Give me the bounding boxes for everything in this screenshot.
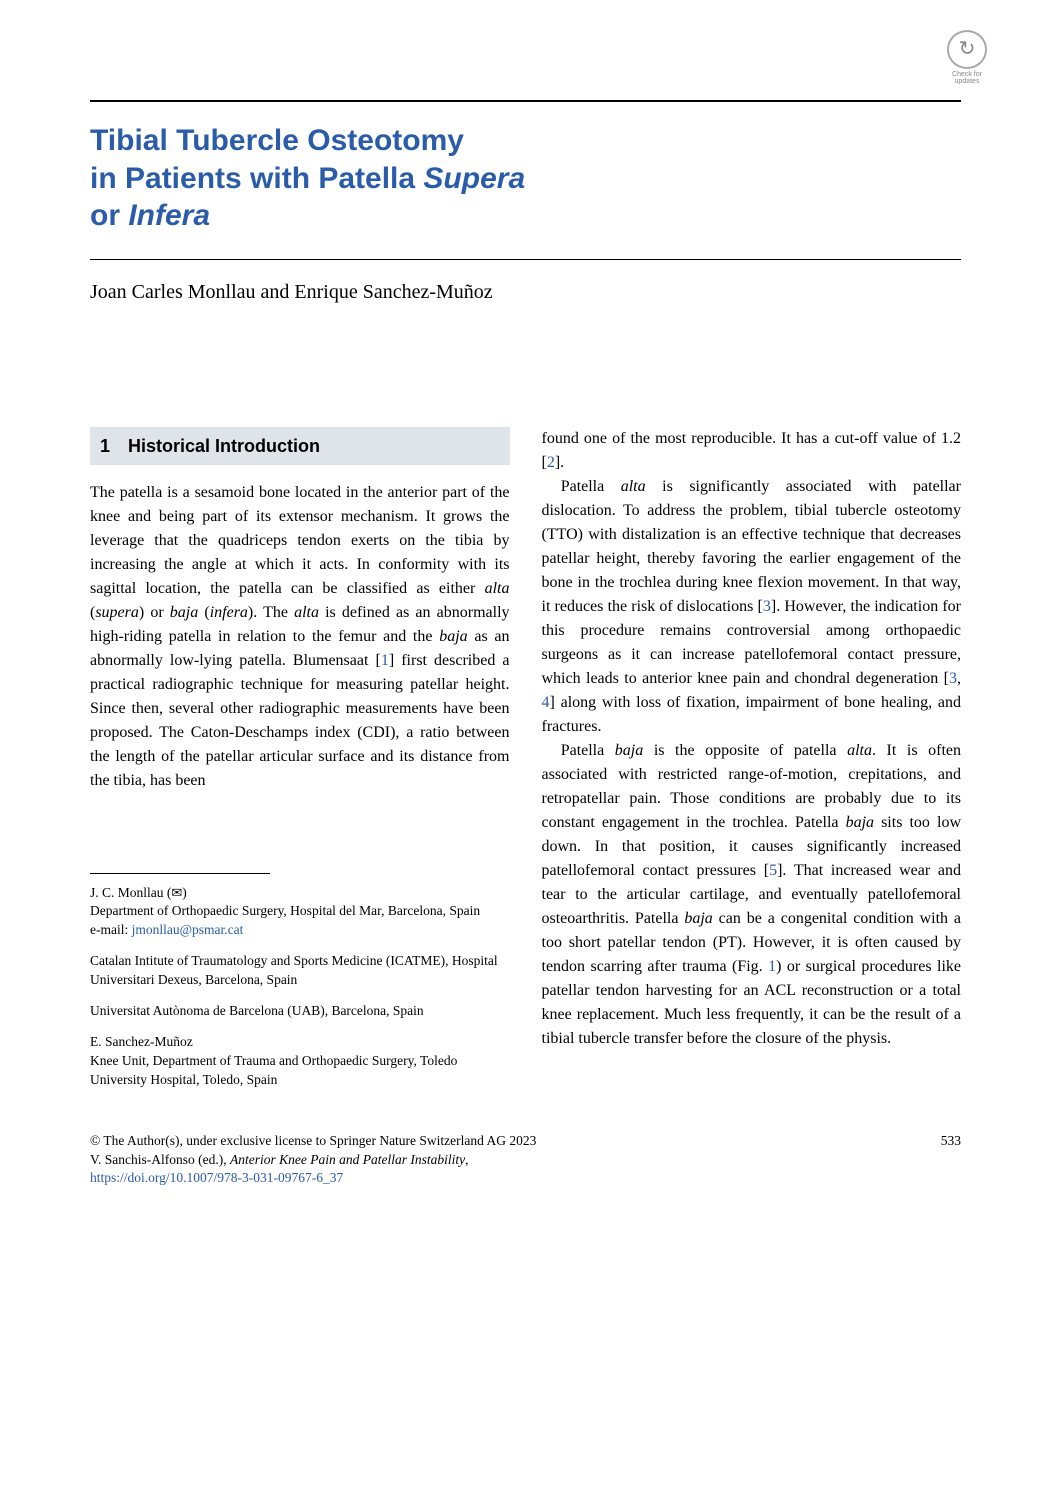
affiliation-dept: Department of Orthopaedic Surgery, Hospi… — [90, 903, 480, 918]
text: is the opposite of patella — [643, 742, 847, 759]
text-italic: baja — [439, 628, 467, 645]
title-line3-italic: Infera — [128, 199, 210, 232]
text: is significantly associated with patella… — [542, 478, 962, 615]
title-line2-italic: Supera — [423, 162, 525, 195]
affiliations: J. C. Monllau (✉) Department of Orthopae… — [90, 884, 510, 1090]
affiliation-block: Catalan Intitute of Traumatology and Spo… — [90, 952, 510, 990]
citation-link[interactable]: 3 — [763, 598, 771, 615]
text: ) — [182, 885, 187, 900]
email-link[interactable]: jmonllau@psmar.cat — [132, 922, 244, 937]
citation-link[interactable]: 4 — [542, 694, 550, 711]
title-line3-pre: or — [90, 199, 128, 232]
authors: Joan Carles Monllau and Enrique Sanchez-… — [90, 278, 961, 307]
text: Patella — [561, 478, 621, 495]
text-italic: alta — [294, 604, 319, 621]
page-footer: © The Author(s), under exclusive license… — [90, 1132, 961, 1189]
text: ] first described a practical radiograph… — [90, 652, 510, 789]
email-label: e-mail: — [90, 922, 132, 937]
footer-right: 533 — [921, 1132, 961, 1189]
text: ( — [198, 604, 209, 621]
text-italic: infera — [210, 604, 248, 621]
author-name: E. Sanchez-Muñoz — [90, 1034, 193, 1049]
text: ]. — [555, 454, 564, 471]
text: ] along with loss of fixation, impairmen… — [542, 694, 962, 735]
text-italic: baja — [684, 910, 712, 927]
author-name: J. C. Monllau ( — [90, 885, 171, 900]
title-line1: Tibial Tubercle Osteotomy — [90, 124, 464, 157]
envelope-icon: ✉ — [171, 885, 182, 900]
text: ). The — [248, 604, 294, 621]
right-column: found one of the most reproducible. It h… — [542, 427, 962, 1102]
text-italic: baja — [615, 742, 643, 759]
left-body-text: The patella is a sesamoid bone located i… — [90, 481, 510, 793]
affiliation-block: J. C. Monllau (✉) Department of Orthopae… — [90, 884, 510, 941]
section-number: 1 — [100, 433, 110, 459]
title-top-rule — [90, 100, 961, 102]
two-column-layout: 1 Historical Introduction The patella is… — [90, 427, 961, 1102]
text-italic: alta — [621, 478, 646, 495]
right-body-text: found one of the most reproducible. It h… — [542, 427, 962, 1051]
section-heading: 1 Historical Introduction — [90, 427, 510, 465]
page-number: 533 — [941, 1133, 961, 1148]
text: , — [957, 670, 961, 687]
text: Patella — [561, 742, 615, 759]
citation-link[interactable]: 5 — [769, 862, 777, 879]
book-title: Anterior Knee Pain and Patellar Instabil… — [230, 1152, 465, 1167]
affiliation-text: Catalan Intitute of Traumatology and Spo… — [90, 953, 498, 987]
text: , — [465, 1152, 468, 1167]
text-italic: baja — [170, 604, 198, 621]
affiliation-text: Universitat Autònoma de Barcelona (UAB),… — [90, 1003, 424, 1018]
affiliation-divider — [90, 873, 270, 874]
doi-link[interactable]: https://doi.org/10.1007/978-3-031-09767-… — [90, 1170, 343, 1185]
citation-link[interactable]: 3 — [949, 670, 957, 687]
editor-text: V. Sanchis-Alfonso (ed.), — [90, 1152, 230, 1167]
text-italic: supera — [95, 604, 139, 621]
affiliation-block: Universitat Autònoma de Barcelona (UAB),… — [90, 1002, 510, 1021]
text-italic: alta — [485, 580, 510, 597]
citation-link[interactable]: 1 — [381, 652, 389, 669]
citation-link[interactable]: 2 — [547, 454, 555, 471]
footer-left: © The Author(s), under exclusive license… — [90, 1132, 921, 1189]
left-column: 1 Historical Introduction The patella is… — [90, 427, 510, 1102]
figure-link[interactable]: 1 — [768, 958, 776, 975]
copyright-text: © The Author(s), under exclusive license… — [90, 1133, 536, 1148]
text: The patella is a sesamoid bone located i… — [90, 484, 510, 597]
text-italic: alta — [847, 742, 872, 759]
text: ) or — [139, 604, 170, 621]
section-title: Historical Introduction — [128, 433, 320, 459]
title-line2-pre: in Patients with Patella — [90, 162, 423, 195]
check-updates-badge[interactable]: ↻ Check for updates — [943, 30, 991, 86]
text: found one of the most reproducible. It h… — [542, 430, 962, 471]
check-updates-icon: ↻ — [947, 30, 987, 69]
title-bottom-rule — [90, 259, 961, 260]
affiliation-block: E. Sanchez-Muñoz Knee Unit, Department o… — [90, 1033, 510, 1090]
chapter-title: Tibial Tubercle Osteotomy in Patients wi… — [90, 122, 961, 235]
check-updates-label: Check for updates — [943, 71, 991, 86]
affiliation-dept: Knee Unit, Department of Trauma and Orth… — [90, 1053, 457, 1087]
text-italic: baja — [846, 814, 874, 831]
